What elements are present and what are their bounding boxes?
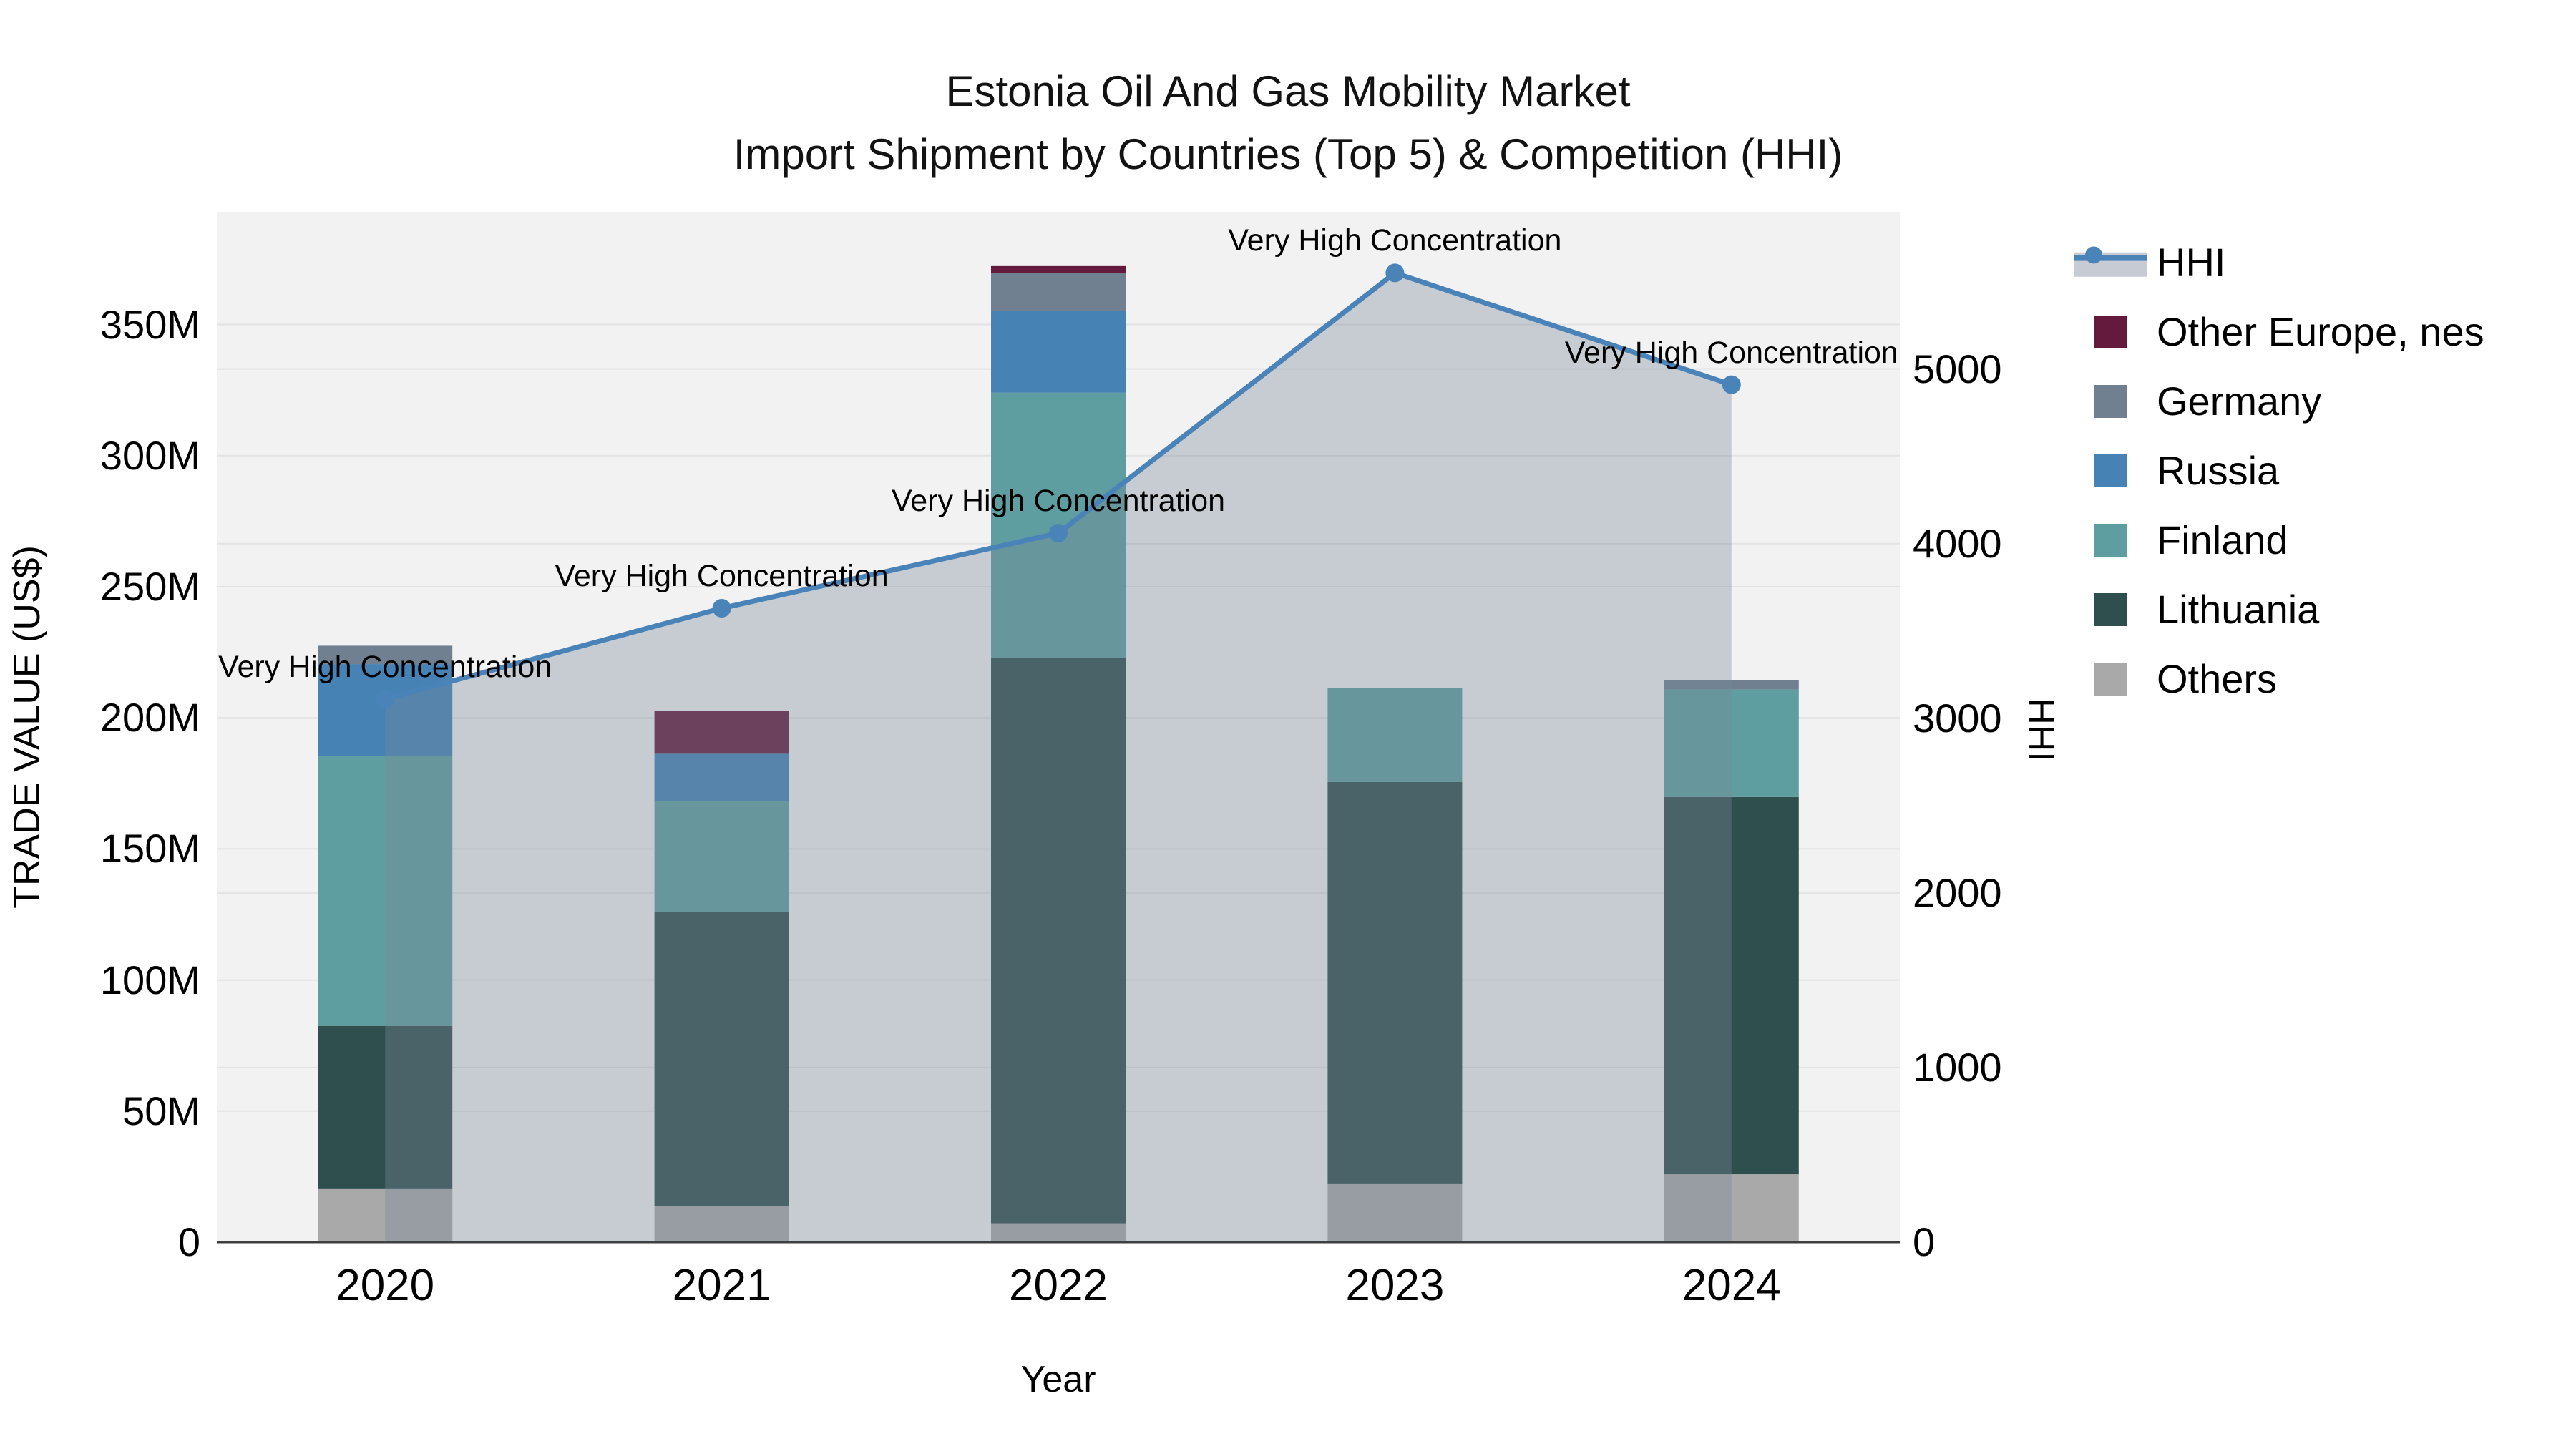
chart-title-line1: Estonia Oil And Gas Mobility Market (945, 67, 1631, 115)
y-left-tick-200M: 200M (99, 695, 200, 741)
bar-segment-lithuania-2024[interactable] (1664, 796, 1799, 1175)
bar-segment-others-2021[interactable] (654, 1206, 789, 1242)
legend-item-russia[interactable]: Russia (2074, 436, 2484, 505)
y-left-tick-50M: 50M (122, 1088, 200, 1133)
color-swatch (2094, 662, 2127, 696)
y-right-tick-0: 0 (1913, 1219, 1936, 1264)
chart-title-line2: Import Shipment by Countries (Top 5) & C… (733, 130, 1843, 178)
y-left-axis-title: TRADE VALUE (US$) (6, 545, 48, 909)
bar-segment-lithuania-2021[interactable] (654, 912, 789, 1206)
annotation-2024: Very High Concentration (1564, 335, 1898, 370)
annotation-2022: Very High Concentration (891, 484, 1226, 519)
y-left-tick-300M: 300M (99, 432, 200, 478)
color-swatch (2094, 315, 2127, 348)
color-swatch (2094, 592, 2127, 626)
y-right-axis-title: HHI (2020, 698, 2062, 762)
legend-label: Others (2157, 655, 2278, 701)
legend-item-lithuania[interactable]: Lithuania (2074, 575, 2484, 644)
y-left-tick-350M: 350M (99, 301, 200, 347)
hhi-marker-swatch (2085, 245, 2102, 263)
legend-label: Lithuania (2157, 586, 2320, 632)
color-swatch (2094, 454, 2127, 487)
hhi-line-swatch (2074, 255, 2147, 261)
hhi-marker-2023[interactable] (1385, 263, 1405, 283)
annotation-2023: Very High Concentration (1228, 223, 1562, 258)
y-right-tick-5000: 5000 (1913, 346, 2002, 391)
bar-segment-russia-2022[interactable] (991, 311, 1126, 393)
y-left-tick-0: 0 (177, 1219, 200, 1264)
legend-label: Other Europe, nes (2157, 308, 2484, 354)
x-axis-title: Year (1020, 1359, 1096, 1400)
bar-segment-finland-2020[interactable] (318, 756, 453, 1026)
x-tick-2020: 2020 (336, 1261, 435, 1310)
y-right-tick-3000: 3000 (1913, 695, 2002, 741)
legend-item-other-europe-nes[interactable]: Other Europe, nes (2074, 297, 2484, 366)
hhi-marker-2021[interactable] (712, 599, 731, 618)
legend-label: Germany (2157, 378, 2322, 424)
legend-square-swatch (2074, 644, 2147, 713)
legend-label: Russia (2157, 447, 2280, 493)
color-swatch (2094, 384, 2127, 418)
bar-segment-other-europe-nes-2022[interactable] (991, 265, 1126, 273)
hhi-marker-2020[interactable] (376, 689, 395, 708)
chart-title: Estonia Oil And Gas Mobility Market Impo… (0, 60, 2576, 186)
legend-label: HHI (2157, 239, 2226, 285)
y-left-tick-250M: 250M (99, 563, 200, 609)
legend-item-finland[interactable]: Finland (2074, 505, 2484, 575)
color-swatch (2094, 523, 2127, 557)
legend-item-others[interactable]: Others (2074, 644, 2484, 713)
hhi-marker-2024[interactable] (1722, 375, 1741, 394)
legend-line-swatch (2074, 228, 2147, 297)
y-left-tick-100M: 100M (99, 957, 200, 1002)
hhi-marker-2022[interactable] (1049, 524, 1068, 543)
legend-square-swatch (2074, 505, 2147, 575)
legend-square-swatch (2074, 436, 2147, 505)
bar-segment-germany-2024[interactable] (1664, 680, 1799, 690)
x-tick-2021: 2021 (672, 1261, 771, 1310)
y-left-tick-150M: 150M (99, 826, 200, 872)
annotation-2020: Very High Concentration (218, 649, 552, 684)
legend-square-swatch (2074, 575, 2147, 644)
y-right-tick-1000: 1000 (1913, 1044, 2002, 1090)
bar-segment-lithuania-2023[interactable] (1327, 781, 1463, 1184)
legend-square-swatch (2074, 297, 2147, 366)
legend-label: Finland (2157, 517, 2288, 562)
legend-item-germany[interactable]: Germany (2074, 366, 2484, 436)
bar-segment-other-europe-nes-2021[interactable] (654, 711, 789, 754)
bar-segment-lithuania-2020[interactable] (318, 1025, 453, 1189)
bar-segment-others-2024[interactable] (1664, 1174, 1799, 1242)
bar-segment-others-2022[interactable] (991, 1223, 1126, 1242)
annotation-2021: Very High Concentration (555, 559, 889, 594)
y-right-tick-2000: 2000 (1913, 869, 2002, 915)
legend-square-swatch (2074, 366, 2147, 436)
legend-item-hhi[interactable]: HHI (2074, 228, 2484, 297)
x-tick-2022: 2022 (1009, 1261, 1108, 1310)
bar-segment-russia-2021[interactable] (654, 753, 789, 801)
x-tick-2023: 2023 (1345, 1261, 1445, 1310)
bar-segment-germany-2020[interactable] (318, 645, 453, 665)
bar-segment-finland-2024[interactable] (1664, 689, 1799, 797)
legend: HHI Other Europe, nes Germany Russia Finland… (2074, 228, 2484, 713)
bar-segment-lithuania-2022[interactable] (991, 658, 1126, 1224)
bar-segment-finland-2021[interactable] (654, 801, 789, 912)
bar-segment-russia-2020[interactable] (318, 664, 453, 756)
bar-segment-finland-2023[interactable] (1327, 688, 1463, 782)
bar-segment-others-2023[interactable] (1327, 1183, 1463, 1242)
hhi-area-fill (385, 273, 1732, 1243)
y-right-tick-4000: 4000 (1913, 520, 2002, 566)
bar-segment-others-2020[interactable] (318, 1188, 453, 1242)
bar-segment-germany-2022[interactable] (991, 273, 1126, 311)
x-tick-2024: 2024 (1682, 1261, 1781, 1310)
